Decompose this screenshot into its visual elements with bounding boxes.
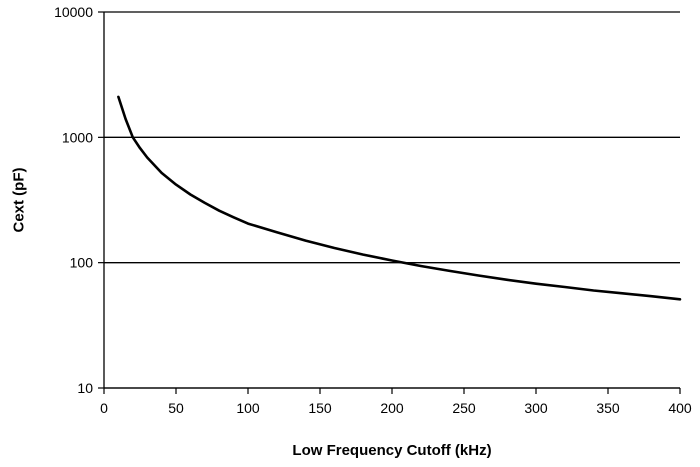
x-tick-label: 250 bbox=[452, 400, 476, 416]
series-line bbox=[117, 95, 682, 301]
x-tick-label: 50 bbox=[168, 400, 184, 416]
x-tick-label: 200 bbox=[380, 400, 404, 416]
series-group bbox=[117, 95, 682, 301]
y-tick-label: 100 bbox=[70, 255, 94, 271]
x-tick-label: 400 bbox=[668, 400, 692, 416]
x-tick-label: 350 bbox=[596, 400, 620, 416]
x-axis-title: Low Frequency Cutoff (kHz) bbox=[292, 442, 491, 459]
y-tick-labels: 10 100 1000 10000 bbox=[54, 4, 93, 396]
x-tick-label: 0 bbox=[100, 400, 108, 416]
y-tick-label: 10 bbox=[77, 380, 93, 396]
x-tick-label: 100 bbox=[236, 400, 260, 416]
x-tick-label: 150 bbox=[308, 400, 332, 416]
y-axis-title: Cext (pF) bbox=[10, 168, 27, 233]
x-tick-labels: 0 50 100 150 200 250 300 350 400 bbox=[100, 400, 692, 416]
x-tick-label: 300 bbox=[524, 400, 548, 416]
y-tick-label: 10000 bbox=[54, 4, 93, 20]
y-tick-label: 1000 bbox=[62, 129, 93, 145]
axes bbox=[103, 12, 680, 389]
tick-marks bbox=[98, 11, 681, 394]
gridlines bbox=[104, 11, 680, 389]
